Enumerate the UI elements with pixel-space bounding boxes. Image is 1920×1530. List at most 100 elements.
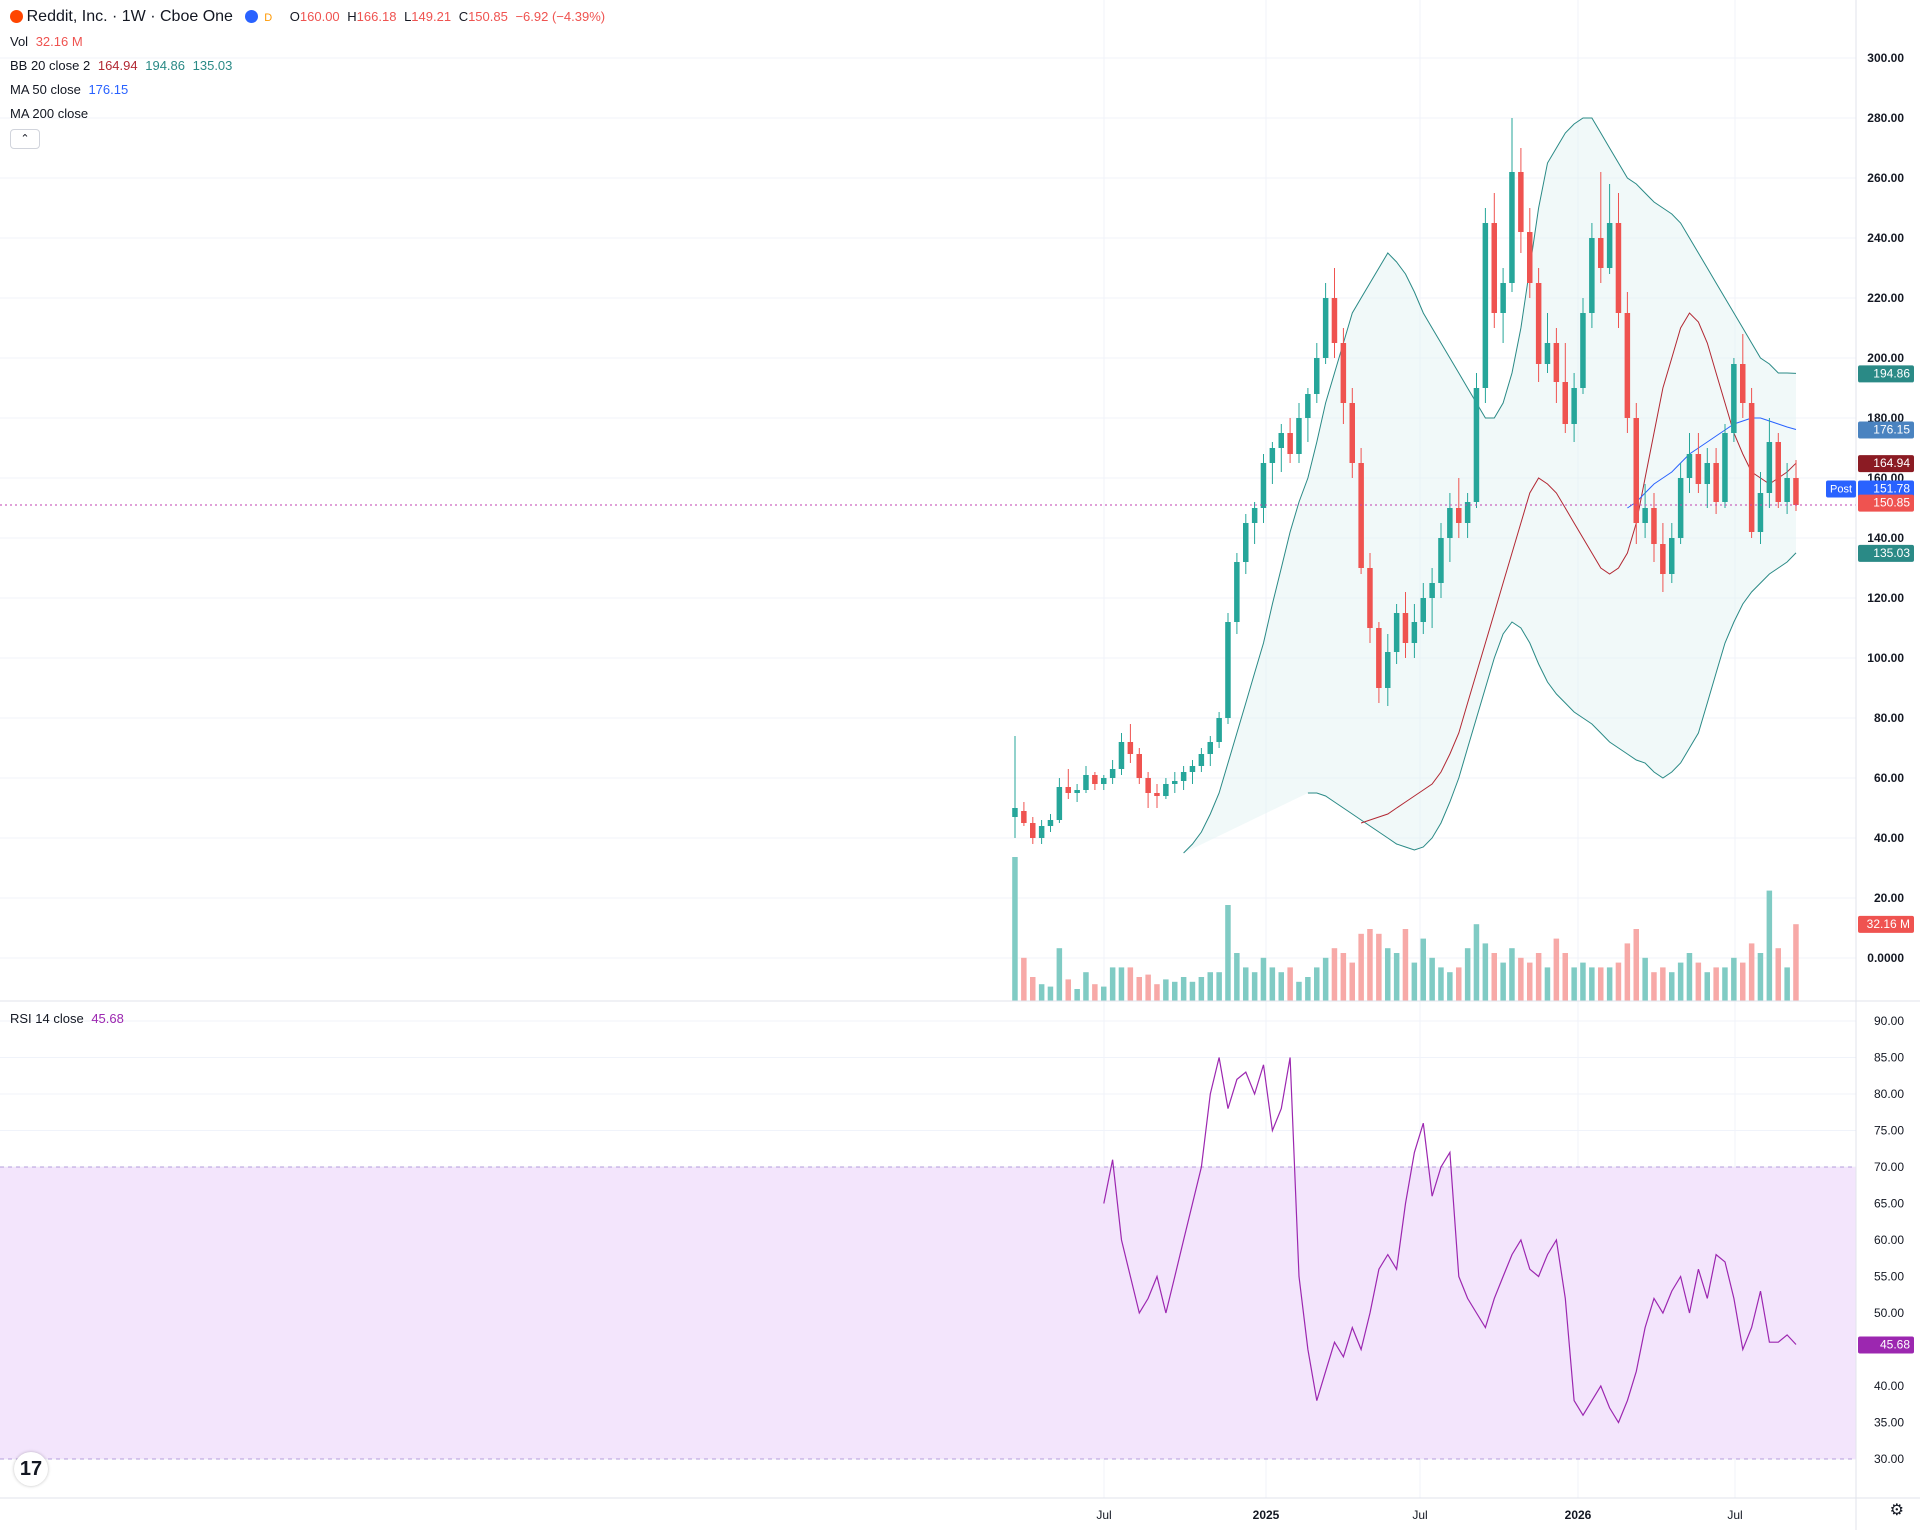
- candle-body: [1580, 313, 1586, 388]
- candle-body: [1598, 238, 1604, 268]
- price-tick-label: 60.00: [1874, 771, 1904, 785]
- rsi-line: [1103, 1057, 1797, 1424]
- market-status-icon[interactable]: [244, 10, 258, 23]
- volume-bar: [1429, 957, 1435, 1001]
- volume-bar: [1305, 977, 1311, 1001]
- volume-bar: [1260, 957, 1267, 1001]
- candle-body: [1447, 508, 1453, 538]
- ma50-line: [1627, 417, 1797, 509]
- volume-bar: [1189, 981, 1196, 1001]
- candle-body: [1757, 493, 1764, 532]
- time-tick-label: 2026: [1565, 1508, 1592, 1522]
- candle-body: [1358, 463, 1364, 568]
- price-axis[interactable]: 300.00 280.00 260.00 240.00 220.00 200.00 180.…: [1867, 51, 1904, 965]
- volume-bar: [1038, 984, 1045, 1001]
- badge-volume: 32.16 M: [1867, 917, 1910, 931]
- ma50-legend[interactable]: MA 50 close 176.15: [10, 82, 129, 97]
- candle-body: [1553, 343, 1560, 382]
- candle-body: [1402, 613, 1409, 643]
- candle-body: [1172, 781, 1178, 784]
- time-axis[interactable]: Jul 2025 Jul 2026 Jul: [1096, 1508, 1742, 1522]
- volume-bar: [1722, 967, 1728, 1001]
- price-tick-label: 180.00: [1867, 411, 1904, 425]
- volume-bar: [1544, 967, 1551, 1001]
- rsi-tick-label: 35.00: [1874, 1416, 1904, 1430]
- vol-legend[interactable]: Vol 32.16 M: [10, 34, 83, 49]
- bb-lower-line: [1307, 552, 1797, 851]
- badge-ma50-bg: [1858, 421, 1914, 439]
- rsi-legend[interactable]: RSI 14 close 45.68: [10, 1011, 124, 1026]
- candle-body: [1615, 223, 1622, 313]
- volume-bar: [1243, 967, 1249, 1001]
- price-tick-label: 200.00: [1867, 351, 1904, 365]
- candle-body: [1624, 313, 1631, 418]
- candle-body: [1793, 478, 1799, 505]
- rsi-tick-label: 90.00: [1874, 1014, 1904, 1028]
- volume-bar: [1207, 972, 1213, 1001]
- ma200-legend[interactable]: MA 200 close: [10, 106, 89, 121]
- tradingview-logo-icon[interactable]: 17: [14, 1452, 48, 1486]
- exchange-badge[interactable]: D: [264, 12, 273, 24]
- volume-bar: [1695, 962, 1702, 1001]
- candle-body: [1065, 787, 1071, 793]
- candle-body: [1012, 808, 1018, 817]
- time-tick-label: Jul: [1727, 1508, 1742, 1522]
- price-tick-label: 80.00: [1874, 711, 1904, 725]
- candle-body: [1589, 238, 1595, 313]
- volume-bar: [1216, 972, 1222, 1001]
- candle-body: [1251, 508, 1258, 523]
- candle-body: [1766, 442, 1773, 493]
- rsi-axis[interactable]: 90.00 85.00 80.00 75.00 70.00 65.00 60.00 55.00…: [1874, 1014, 1904, 1466]
- volume-bar: [1234, 953, 1240, 1001]
- candle-body: [1322, 298, 1329, 358]
- badge-bb-upper-bg: [1858, 365, 1914, 383]
- volume-bar: [1420, 938, 1426, 1001]
- volume-bar: [1651, 972, 1657, 1001]
- symbol-title[interactable]: Reddit, Inc. · 1W · Cboe One: [26, 8, 233, 25]
- volume-bar: [1030, 977, 1036, 1001]
- candle-body: [1633, 418, 1639, 523]
- candle-body: [1136, 754, 1142, 778]
- volume-bar: [1180, 977, 1187, 1001]
- rsi-tick-label: 40.00: [1874, 1379, 1904, 1393]
- candle-body: [1376, 628, 1382, 688]
- volume-bar: [1251, 972, 1258, 1001]
- volume-bar: [1740, 962, 1746, 1001]
- candle-body: [1473, 388, 1480, 502]
- candle-body: [1677, 478, 1684, 538]
- collapse-legend-button[interactable]: ⌃: [10, 129, 40, 149]
- volume-bar: [1775, 948, 1781, 1001]
- volume-bar: [1766, 890, 1773, 1001]
- badge-volume-bg: [1858, 915, 1914, 933]
- candle-body: [1704, 463, 1710, 484]
- gear-icon[interactable]: ⚙: [1889, 1502, 1904, 1519]
- candle-body: [1047, 820, 1054, 826]
- volume-bar: [1269, 967, 1276, 1001]
- price-tick-label: 240.00: [1867, 231, 1904, 245]
- volume-bar: [1065, 979, 1071, 1001]
- bb-fill: [1183, 118, 1796, 853]
- volume-bar: [1012, 857, 1018, 1001]
- volume-bar: [1367, 929, 1373, 1001]
- bb-legend[interactable]: BB 20 close 2 164.94 194.86 135.03: [10, 58, 233, 73]
- ohlc-open: O160.00: [289, 9, 340, 24]
- volume-bar: [1278, 972, 1284, 1001]
- ohlc-high: H166.18: [347, 9, 397, 24]
- volume-bar: [1624, 943, 1631, 1001]
- candle-body: [1731, 364, 1737, 433]
- volume-bars: [1012, 857, 1799, 1001]
- badge-post: 151.78: [1873, 482, 1910, 496]
- price-tick-label: 260.00: [1867, 171, 1904, 185]
- candle-body: [1305, 394, 1311, 418]
- badge-post-tag-bg: [1826, 480, 1856, 498]
- volume-bar: [1669, 972, 1675, 1001]
- volume-bar: [1535, 953, 1542, 1001]
- candle-body: [1314, 358, 1320, 394]
- candle-body: [1154, 793, 1160, 796]
- symbol-legend[interactable]: Reddit, Inc. · 1W · Cboe One D O160.00 H…: [10, 9, 605, 26]
- price-tick-label: 140.00: [1867, 531, 1904, 545]
- volume-bar: [1393, 953, 1400, 1001]
- volume-bar: [1606, 967, 1613, 1001]
- candle-body: [1198, 754, 1205, 766]
